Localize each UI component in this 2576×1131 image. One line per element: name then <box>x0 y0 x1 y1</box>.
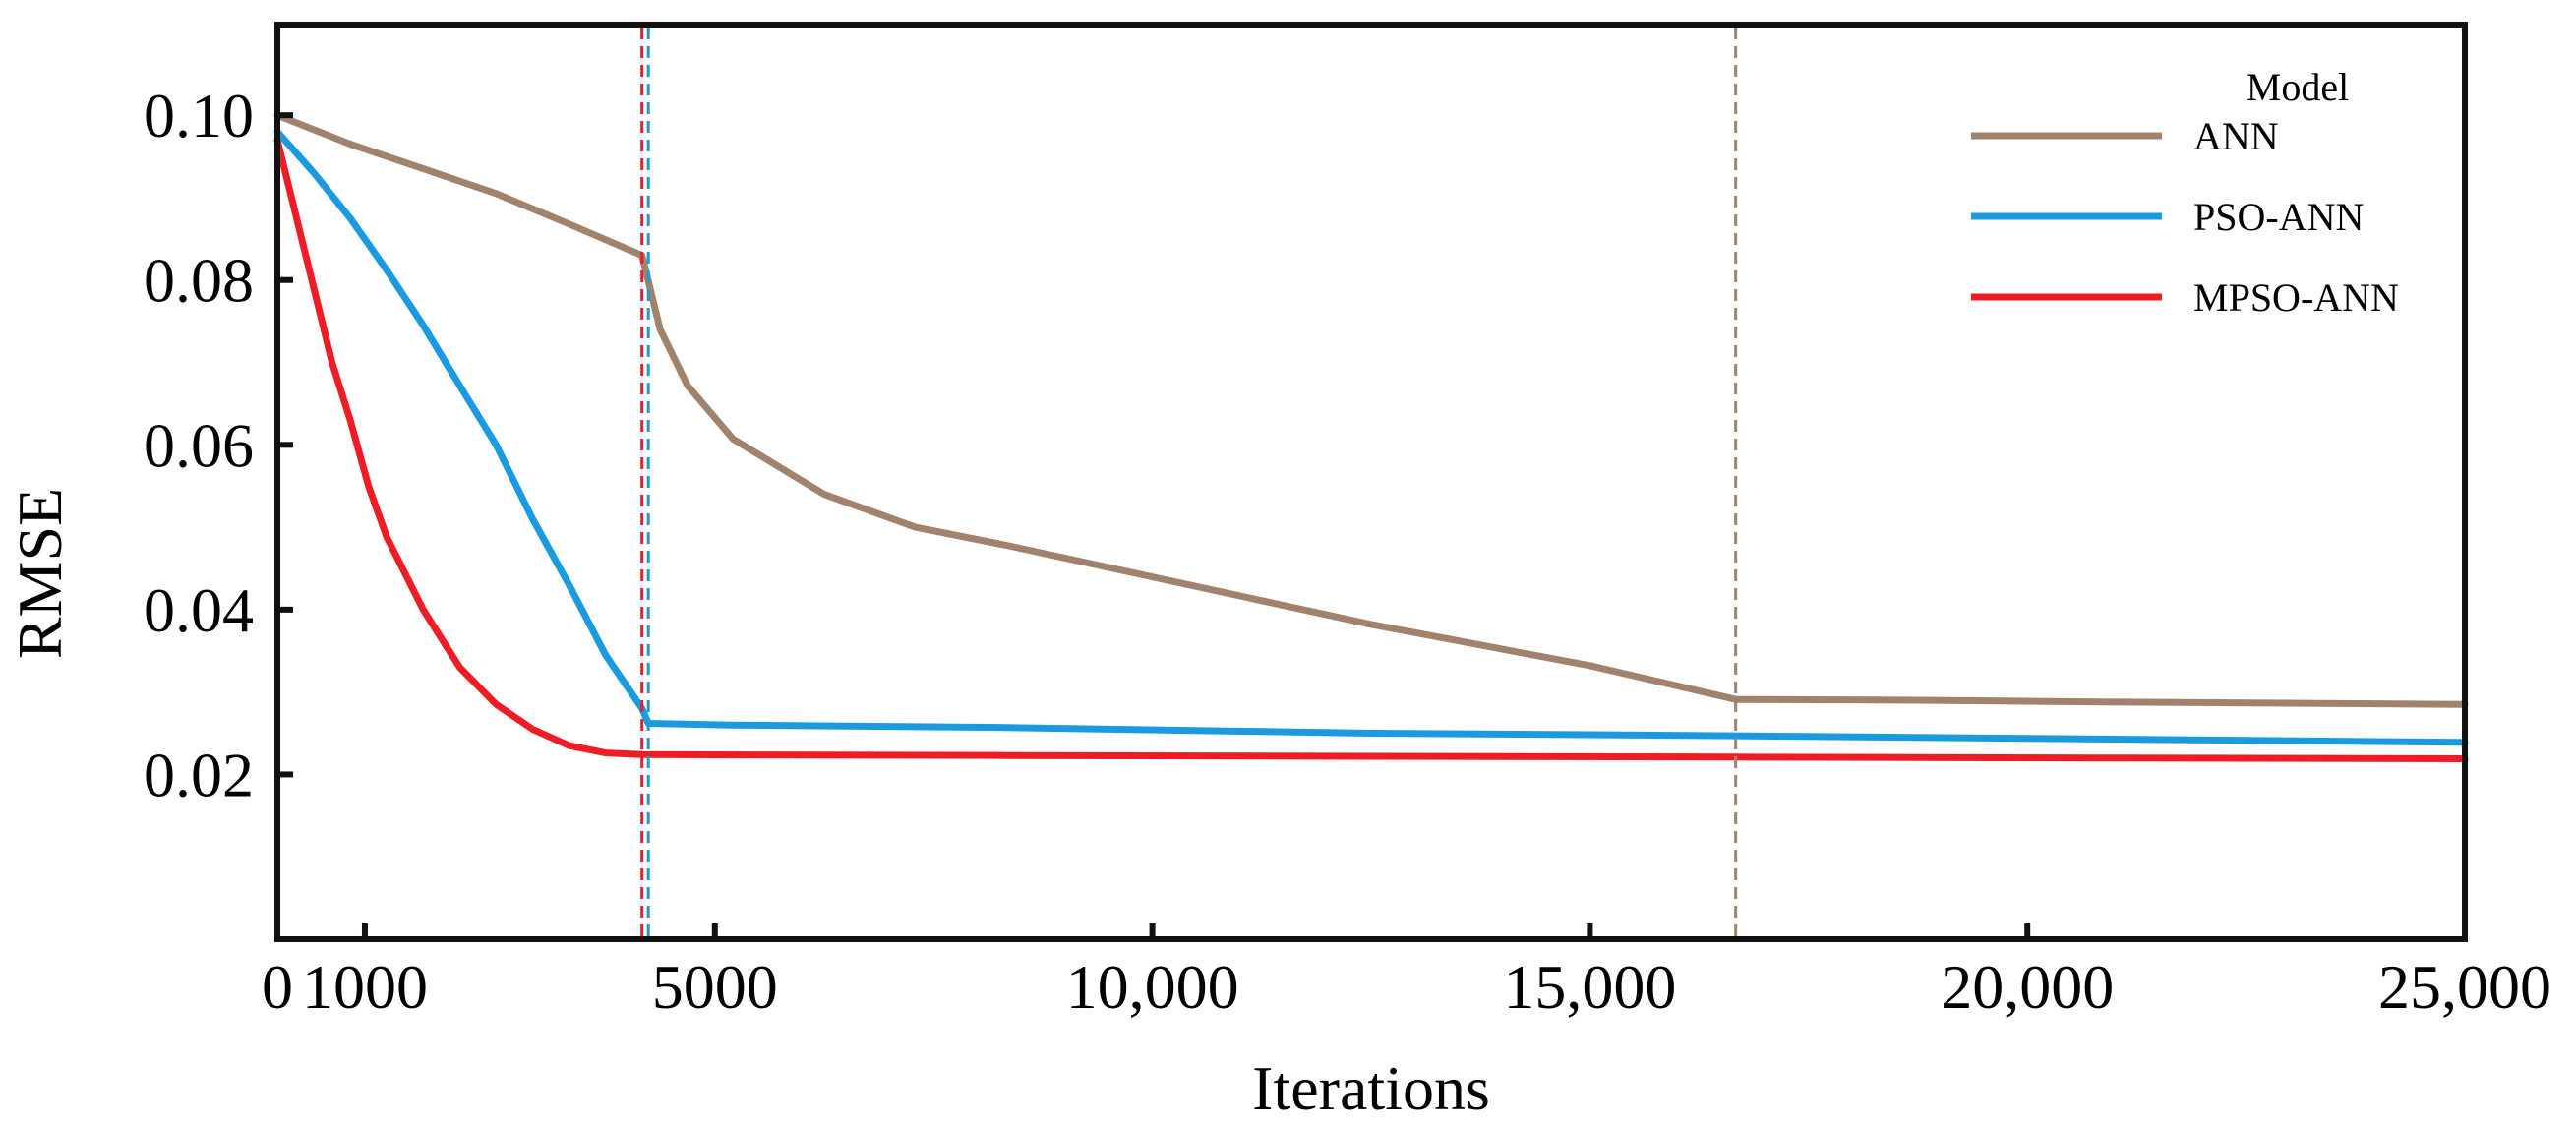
y-axis-ticks: 0.02 0.04 0.06 0.08 0.10 <box>144 81 293 809</box>
x-tick-label: 15,000 <box>1503 952 1676 1022</box>
y-tick-label: 0.08 <box>144 246 254 316</box>
y-tick-label: 0.04 <box>144 575 254 645</box>
x-tick-label: 20,000 <box>1941 952 2114 1022</box>
series-line-mpso-ann <box>273 136 2469 762</box>
plot-frame <box>274 22 2468 942</box>
x-axis-title: Iterations <box>1252 1053 1490 1123</box>
y-tick-label: 0.06 <box>144 410 254 480</box>
series-line-ann <box>273 111 2469 708</box>
series-line-pso-ann <box>273 128 2469 746</box>
series-lines-layer <box>273 111 2469 762</box>
x-tick-label: 10,000 <box>1066 952 1239 1022</box>
x-axis-ticks: 0 1000 5000 10,000 15,000 20,000 25,000 <box>262 923 2551 1022</box>
x-tick-label: 0 <box>262 952 293 1022</box>
x-tick-label: 25,000 <box>2378 952 2551 1022</box>
legend-label-mpso-ann: MPSO-ANN <box>2193 275 2399 320</box>
y-tick-label: 0.10 <box>144 81 254 150</box>
x-tick-label: 5000 <box>652 952 778 1022</box>
legend-label-pso-ann: PSO-ANN <box>2193 195 2364 239</box>
y-axis-title: RMSE <box>5 488 75 659</box>
legend-title: Model <box>2247 65 2349 109</box>
x-tick-label: 1000 <box>302 952 428 1022</box>
legend-label-ann: ANN <box>2193 114 2279 158</box>
convergence-lines-layer <box>640 28 1738 936</box>
y-tick-label: 0.02 <box>144 740 254 809</box>
legend: Model ANN PSO-ANN MPSO-ANN <box>1971 65 2399 320</box>
